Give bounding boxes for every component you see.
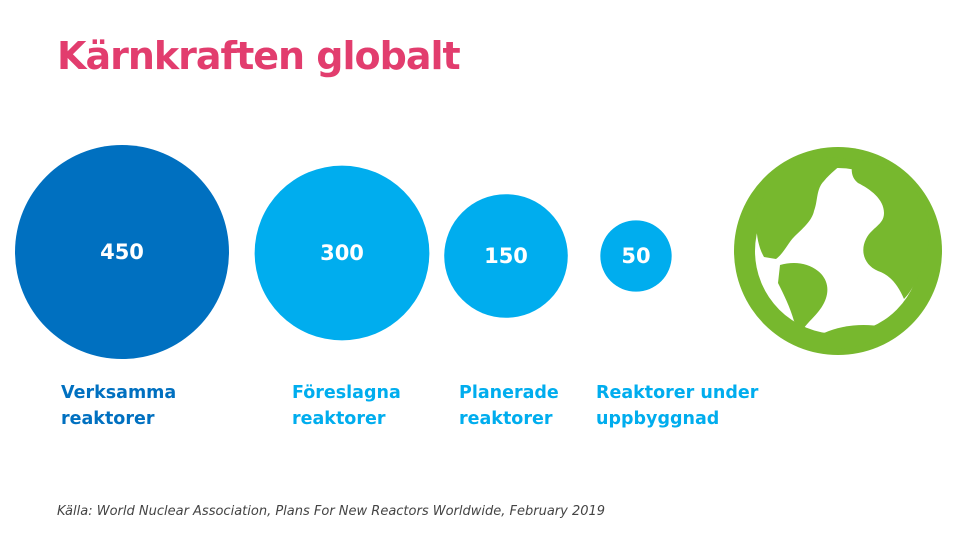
label-under-uppbyggnad: Reaktorer under uppbyggnad — [596, 380, 758, 432]
label-line-2: reaktorer — [61, 409, 155, 429]
globe-continent-west — [756, 157, 846, 259]
label-line-2: uppbyggnad — [596, 409, 720, 429]
bubble-2 — [254, 165, 430, 341]
label-line-1: Verksamma — [61, 383, 177, 403]
globe-icon — [734, 147, 942, 355]
globe-continent-south — [778, 263, 828, 331]
label-foreslagna: Föreslagna reaktorer — [292, 380, 401, 432]
globe-continent-bottom — [823, 325, 884, 349]
label-line-1: Planerade — [459, 383, 559, 403]
bubble-1 — [15, 145, 229, 359]
label-line-2: reaktorer — [459, 409, 553, 429]
label-line-1: Reaktorer under — [596, 383, 759, 403]
globe-continent-east — [851, 159, 929, 299]
label-verksamma: Verksamma reaktorer — [61, 380, 176, 432]
bubble-value-2: 300 — [320, 241, 364, 265]
label-line-1: Föreslagna — [292, 383, 401, 403]
bubble-value-1: 450 — [100, 240, 144, 264]
page-title: Kärnkraften globalt — [57, 34, 461, 78]
source-note: Källa: World Nuclear Association, Plans … — [57, 504, 606, 519]
bubble-3 — [444, 194, 568, 318]
bubble-value-3: 150 — [484, 244, 528, 268]
bubble-value-4: 50 — [621, 244, 650, 268]
label-line-2: reaktorer — [292, 409, 386, 429]
bubble-4 — [600, 220, 672, 292]
label-planerade: Planerade reaktorer — [459, 380, 559, 432]
